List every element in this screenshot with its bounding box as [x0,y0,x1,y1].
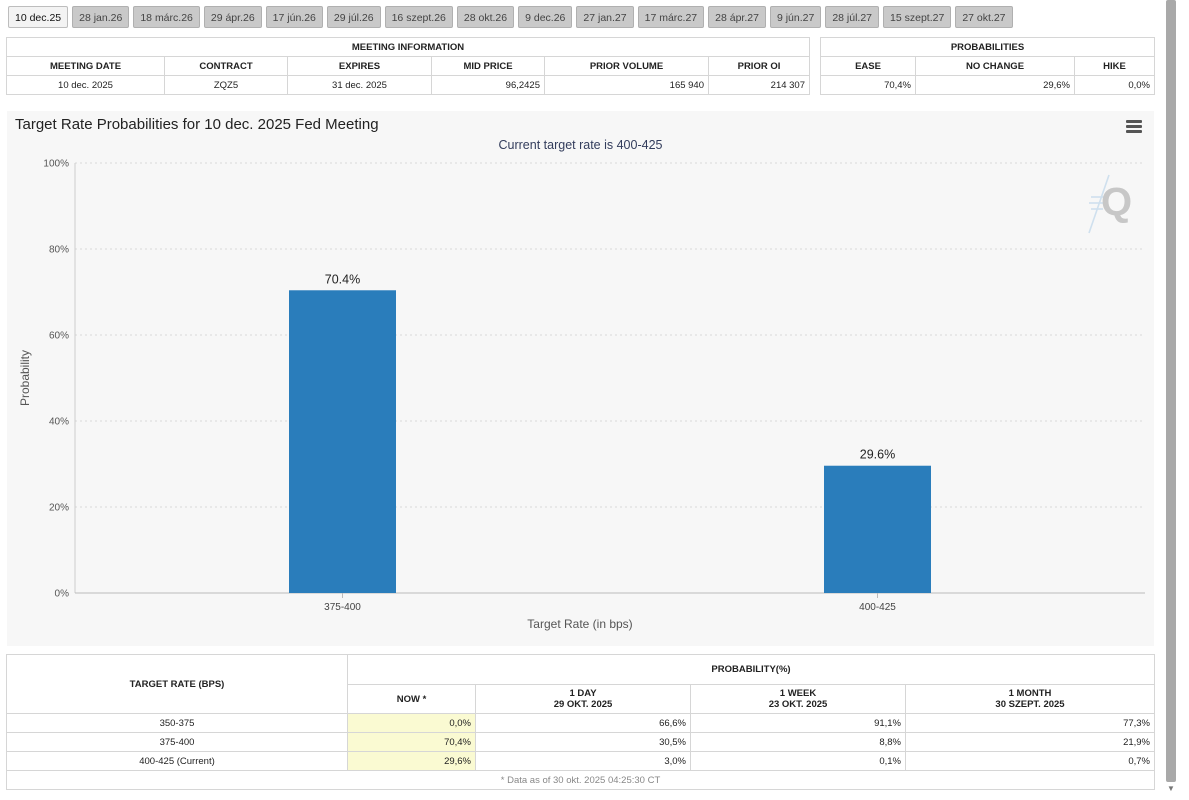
header-1-month-label: 1 MONTH [1008,688,1052,699]
header-1-week-date: 23 OKT. 2025 [768,699,828,710]
bar [824,465,931,593]
one-week-cell: 0,1% [690,751,906,771]
bar [289,290,396,593]
header-1-day-label: 1 DAY [569,688,597,699]
header-meeting-date: MEETING DATE [6,56,165,76]
header-1-month: 1 MONTH 30 SZEPT. 2025 [905,684,1155,714]
meeting-date-value: 10 dec. 2025 [6,75,165,95]
tab-meeting[interactable]: 28 jan.26 [72,6,130,28]
x-tick-label: 375-400 [324,602,361,613]
one-month-cell: 21,9% [905,732,1155,752]
meeting-info-table: MEETING INFORMATION MEETING DATE CONTRAC… [6,37,810,95]
tab-meeting[interactable]: 17 márc.27 [637,6,705,28]
one-week-cell: 8,8% [690,732,906,752]
one-day-cell: 30,5% [475,732,691,752]
meeting-info-title: MEETING INFORMATION [6,37,810,57]
y-tick-label: 60% [49,331,69,342]
page-scrollbar[interactable] [1166,0,1176,782]
y-tick-label: 0% [55,589,70,600]
probabilities-table: PROBABILITIES EASE NO CHANGE HIKE 70,4% … [820,37,1155,95]
data-label: 70.4% [325,272,360,286]
y-tick-label: 20% [49,503,69,514]
header-1-day: 1 DAY 29 OKT. 2025 [475,684,691,714]
y-axis-title: Probability [18,350,32,406]
rate-cell: 350-375 [6,713,348,733]
tab-meeting[interactable]: 28 okt.26 [456,6,515,28]
rate-cell: 400-425 (Current) [6,751,348,771]
probabilities-title: PROBABILITIES [820,37,1155,57]
y-tick-label: 40% [49,417,69,428]
one-month-cell: 0,7% [905,751,1155,771]
contract-value: ZQZ5 [164,75,288,95]
one-day-cell: 3,0% [475,751,691,771]
tab-meeting[interactable]: 29 ápr.26 [203,6,262,28]
header-expires: EXPIRES [287,56,432,76]
header-now: NOW * [347,684,476,714]
now-cell: 0,0% [347,713,476,733]
tab-meeting[interactable]: 9 jún.27 [769,6,822,28]
meeting-tabs: 10 dec.25 28 jan.26 18 márc.26 29 ápr.26 17 … [8,6,1013,28]
tab-meeting[interactable]: 27 okt.27 [955,6,1013,28]
data-footnote: * Data as of 30 okt. 2025 04:25:30 CT [6,770,1155,790]
header-prior-oi: PRIOR OI [708,56,810,76]
chart-menu-icon[interactable] [1126,120,1142,134]
scroll-down-icon[interactable]: ▼ [1167,784,1175,793]
one-month-cell: 77,3% [905,713,1155,733]
tab-meeting[interactable]: 17 jún.26 [265,6,323,28]
x-tick-label: 400-425 [859,602,896,613]
y-tick-label: 80% [49,245,69,256]
tab-meeting[interactable]: 27 jan.27 [576,6,634,28]
no-change-value: 29,6% [915,75,1075,95]
data-label: 29.6% [860,448,895,462]
probability-chart: 0% 20% 40% 60% 80% 100% 70.4% 375-400 29.6% 400-4… [18,159,1145,631]
x-axis-title: Target Rate (in bps) [527,617,632,631]
mid-price-value: 96,2425 [431,75,545,95]
header-contract: CONTRACT [164,56,288,76]
table-row: 375-400 70,4% 30,5% 8,8% 21,9% [6,732,1155,752]
header-1-week: 1 WEEK 23 OKT. 2025 [690,684,906,714]
header-probability: PROBABILITY(%) [347,654,1155,685]
tab-meeting[interactable]: 28 júl.27 [825,6,880,28]
one-day-cell: 66,6% [475,713,691,733]
tab-meeting[interactable]: 16 szept.26 [384,6,453,28]
header-1-week-label: 1 WEEK [779,688,817,699]
rate-cell: 375-400 [6,732,348,752]
prior-oi-value: 214 307 [708,75,810,95]
chart-title: Target Rate Probabilities for 10 dec. 20… [15,116,379,133]
header-mid-price: MID PRICE [431,56,545,76]
target-rate-table: TARGET RATE (BPS) PROBABILITY(%) NOW * 1… [6,654,1155,790]
tab-active[interactable]: 10 dec.25 [8,6,69,28]
prior-volume-value: 165 940 [544,75,709,95]
chart-panel: 0% 20% 40% 60% 80% 100% 70.4% 375-400 29.6% 400-4… [7,111,1154,646]
tab-meeting[interactable]: 29 júl.26 [326,6,381,28]
tab-meeting[interactable]: 18 márc.26 [133,6,200,28]
now-cell: 29,6% [347,751,476,771]
tab-meeting[interactable]: 15 szept.27 [883,6,952,28]
header-ease: EASE [820,56,916,76]
tab-meeting[interactable]: 9 dec.26 [518,6,573,28]
hike-value: 0,0% [1074,75,1155,95]
tab-meeting[interactable]: 28 ápr.27 [708,6,766,28]
header-no-change: NO CHANGE [915,56,1075,76]
svg-text:Q: Q [1101,180,1132,224]
expires-value: 31 dec. 2025 [287,75,432,95]
ease-value: 70,4% [820,75,916,95]
table-row: 400-425 (Current) 29,6% 3,0% 0,1% 0,7% [6,751,1155,771]
header-1-month-date: 30 SZEPT. 2025 [995,699,1065,710]
chart-subtitle: Current target rate is 400-425 [498,138,663,152]
y-tick-label: 100% [43,159,69,170]
one-week-cell: 91,1% [690,713,906,733]
header-hike: HIKE [1074,56,1155,76]
header-prior-volume: PRIOR VOLUME [544,56,709,76]
header-target-rate: TARGET RATE (BPS) [6,654,348,714]
q-logo-icon: Q [1088,174,1132,234]
now-cell: 70,4% [347,732,476,752]
header-1-day-date: 29 OKT. 2025 [553,699,613,710]
table-row: 350-375 0,0% 66,6% 91,1% 77,3% [6,713,1155,733]
